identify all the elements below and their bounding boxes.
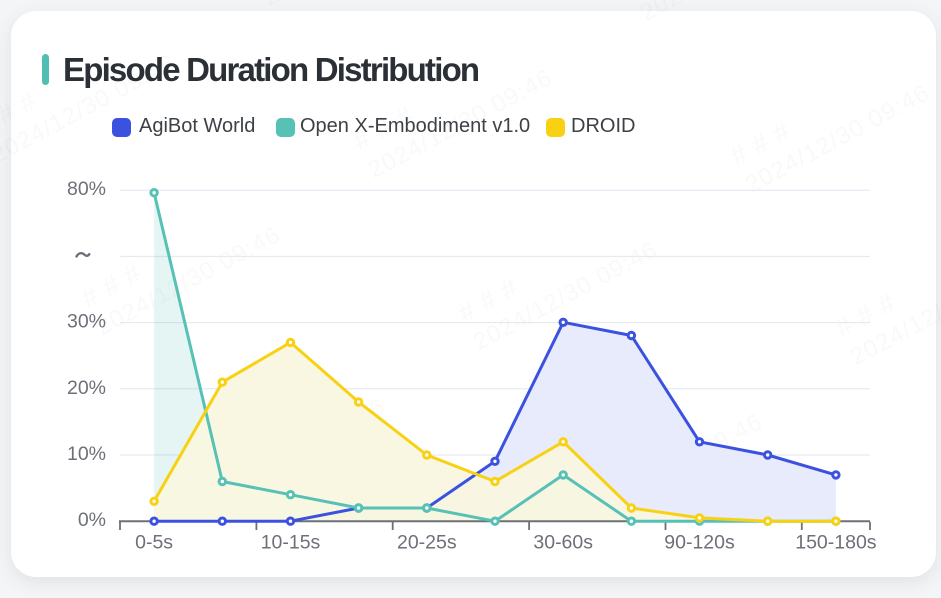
svg-text:90-120s: 90-120s — [664, 531, 735, 553]
svg-text:10-15s: 10-15s — [261, 531, 321, 553]
svg-text:0-5s: 0-5s — [135, 531, 173, 553]
svg-text:30-60s: 30-60s — [533, 531, 593, 553]
svg-text:150-180s: 150-180s — [795, 531, 877, 553]
svg-text:30%: 30% — [67, 311, 106, 333]
svg-text:20-25s: 20-25s — [397, 531, 457, 553]
svg-text:10%: 10% — [67, 443, 106, 465]
svg-text:20%: 20% — [67, 377, 106, 399]
svg-text:0%: 0% — [78, 509, 106, 531]
svg-text:80%: 80% — [67, 178, 106, 200]
